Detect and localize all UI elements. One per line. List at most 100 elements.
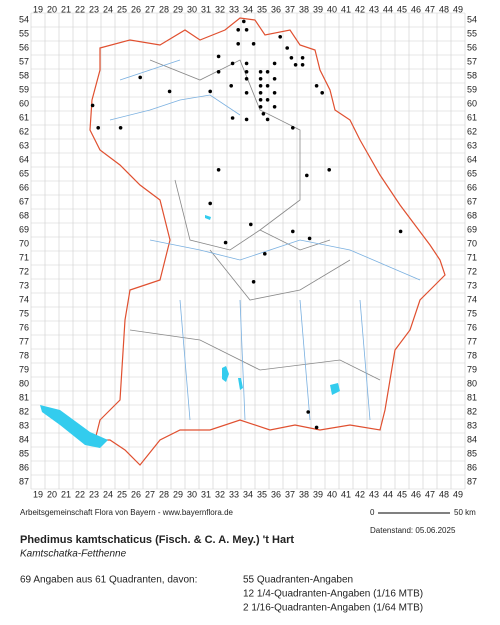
column-label: 45 — [397, 4, 407, 14]
record-dot — [314, 84, 319, 88]
row-label: 83 — [467, 420, 477, 430]
subtitle: Kamtschatka-Fetthenne — [20, 549, 127, 560]
row-label: 69 — [19, 224, 29, 234]
record-dot — [244, 70, 249, 74]
record-dot — [278, 35, 283, 39]
row-label: 62 — [467, 126, 477, 136]
row-label: 64 — [19, 154, 29, 164]
record-dot — [258, 98, 263, 102]
column-label: 49 — [453, 4, 463, 14]
column-label: 34 — [243, 489, 253, 499]
row-label: 69 — [467, 224, 477, 234]
row-label: 86 — [467, 462, 477, 472]
record-dot — [244, 77, 249, 81]
column-label: 23 — [89, 489, 99, 499]
record-dot — [251, 42, 256, 46]
column-label: 20 — [47, 4, 57, 14]
column-label: 25 — [117, 4, 127, 14]
row-label: 75 — [19, 308, 29, 318]
record-dot — [138, 75, 142, 80]
record-dot — [263, 252, 267, 256]
record-dot — [320, 91, 325, 95]
column-label: 31 — [201, 489, 211, 499]
column-label: 35 — [257, 489, 267, 499]
row-label: 78 — [467, 350, 477, 360]
detail: 2 1/16-Quadranten-Angaben (1/64 MTB) — [243, 603, 423, 614]
row-label: 57 — [19, 56, 29, 66]
row-label: 72 — [467, 266, 477, 276]
row-label: 58 — [19, 70, 29, 80]
row-label: 78 — [19, 350, 29, 360]
record-dot — [244, 91, 249, 95]
row-label: 70 — [19, 238, 29, 248]
column-label: 21 — [61, 4, 71, 14]
row-label: 67 — [19, 196, 29, 206]
row-label: 64 — [467, 154, 477, 164]
record-dot — [236, 28, 240, 32]
row-label: 63 — [19, 140, 29, 150]
column-label: 42 — [355, 489, 365, 499]
column-label: 43 — [369, 489, 379, 499]
record-dot — [265, 117, 270, 122]
row-label: 86 — [19, 462, 29, 472]
column-label: 34 — [243, 4, 253, 14]
record-dot — [258, 70, 263, 74]
row-label: 55 — [19, 28, 29, 38]
detail: 12 1/4-Quadranten-Angaben (1/16 MTB) — [243, 589, 423, 600]
column-label: 20 — [47, 489, 57, 499]
row-label: 77 — [19, 336, 29, 346]
row-label: 76 — [19, 322, 29, 332]
row-label: 60 — [19, 98, 29, 108]
lake-constance — [40, 405, 108, 448]
column-label: 24 — [103, 4, 113, 14]
record-dot — [265, 70, 270, 74]
record-dot — [265, 84, 270, 88]
row-label: 85 — [467, 448, 477, 458]
column-label: 40 — [327, 489, 337, 499]
row-label: 68 — [467, 210, 477, 220]
record-dot — [265, 98, 270, 102]
column-label: 31 — [201, 4, 211, 14]
row-label: 71 — [19, 252, 29, 262]
column-label: 24 — [103, 489, 113, 499]
record-dot — [244, 28, 249, 32]
record-dot — [307, 236, 312, 241]
info: Arbeitsgemeinschaft Flora von Bayern - w… — [20, 508, 476, 614]
record-dot — [249, 222, 253, 227]
column-label: 32 — [215, 489, 225, 499]
column-label: 33 — [229, 489, 239, 499]
column-label: 42 — [355, 4, 365, 14]
row-label: 55 — [467, 28, 477, 38]
column-label: 26 — [131, 489, 141, 499]
record-dot — [293, 63, 298, 67]
record-dot — [272, 77, 277, 81]
row-label: 54 — [19, 14, 29, 24]
row-label: 80 — [19, 378, 29, 388]
record-dot — [167, 89, 172, 94]
row-label: 72 — [19, 266, 29, 276]
column-label: 37 — [285, 489, 295, 499]
record-dot — [272, 105, 277, 109]
column-label: 19 — [33, 4, 43, 14]
record-dot — [216, 70, 221, 74]
district-borders — [129, 59, 381, 381]
row-label: 76 — [467, 322, 477, 332]
record-dot — [242, 19, 246, 24]
record-dot — [244, 61, 249, 66]
row-label: 61 — [467, 112, 477, 122]
row-label: 70 — [467, 238, 477, 248]
record-dot — [306, 410, 311, 414]
record-dot — [291, 229, 295, 234]
column-label: 39 — [313, 4, 323, 14]
row-label: 87 — [467, 476, 477, 486]
column-label: 38 — [299, 489, 309, 499]
column-label: 21 — [61, 489, 71, 499]
column-label: 30 — [187, 489, 197, 499]
detail: 55 Quadranten-Angaben — [243, 575, 353, 586]
record-dot — [285, 46, 290, 50]
record-dot — [230, 116, 235, 120]
row-label: 63 — [467, 140, 477, 150]
record-dot — [305, 173, 309, 178]
record-dot — [300, 56, 305, 60]
